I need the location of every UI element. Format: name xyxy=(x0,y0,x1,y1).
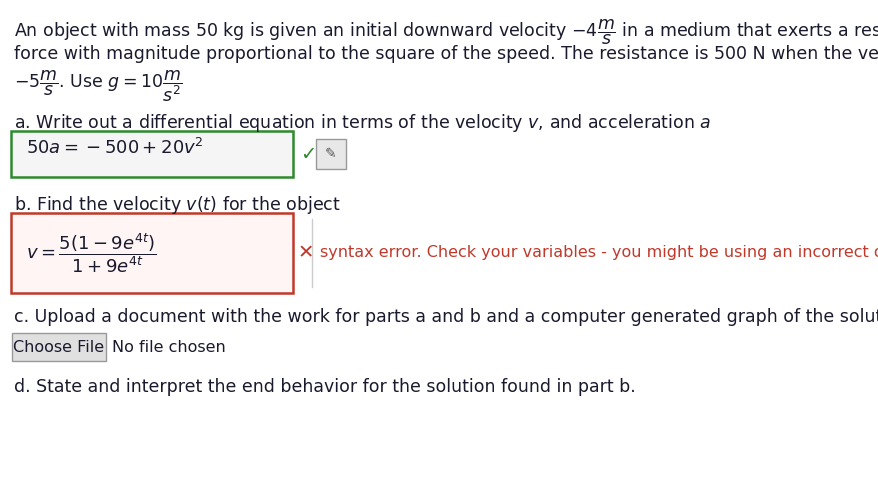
Text: An object with mass 50 kg is given an initial downward velocity $-4\dfrac{m}{s}$: An object with mass 50 kg is given an in… xyxy=(14,18,878,47)
Text: force with magnitude proportional to the square of the speed. The resistance is : force with magnitude proportional to the… xyxy=(14,45,878,63)
Text: d. State and interpret the end behavior for the solution found in part b.: d. State and interpret the end behavior … xyxy=(14,378,635,396)
Text: c. Upload a document with the work for parts a and b and a computer generated gr: c. Upload a document with the work for p… xyxy=(14,308,878,326)
Text: syntax error. Check your variables - you might be using an incorrect one.: syntax error. Check your variables - you… xyxy=(320,246,878,261)
FancyBboxPatch shape xyxy=(11,131,292,177)
Text: ✕: ✕ xyxy=(298,243,314,262)
Text: $-5\dfrac{m}{s}$. Use $g = 10\dfrac{m}{s^2}$: $-5\dfrac{m}{s}$. Use $g = 10\dfrac{m}{s… xyxy=(14,68,182,103)
Text: ✎: ✎ xyxy=(325,147,336,161)
Text: a. Write out a differential equation in terms of the velocity $v$, and accelerat: a. Write out a differential equation in … xyxy=(14,112,710,134)
FancyBboxPatch shape xyxy=(11,213,292,294)
Text: No file chosen: No file chosen xyxy=(112,340,226,354)
Text: b. Find the velocity $v(t)$ for the object: b. Find the velocity $v(t)$ for the obje… xyxy=(14,194,341,216)
Text: $50a = -500 + 20v^2$: $50a = -500 + 20v^2$ xyxy=(26,138,204,158)
FancyBboxPatch shape xyxy=(316,139,345,169)
Text: Choose File: Choose File xyxy=(13,340,104,354)
FancyBboxPatch shape xyxy=(12,333,105,361)
Text: $v = \dfrac{5\left(1-9e^{4t}\right)}{1+9e^{4t}}$: $v = \dfrac{5\left(1-9e^{4t}\right)}{1+9… xyxy=(26,231,156,275)
Text: ✓: ✓ xyxy=(299,145,316,163)
